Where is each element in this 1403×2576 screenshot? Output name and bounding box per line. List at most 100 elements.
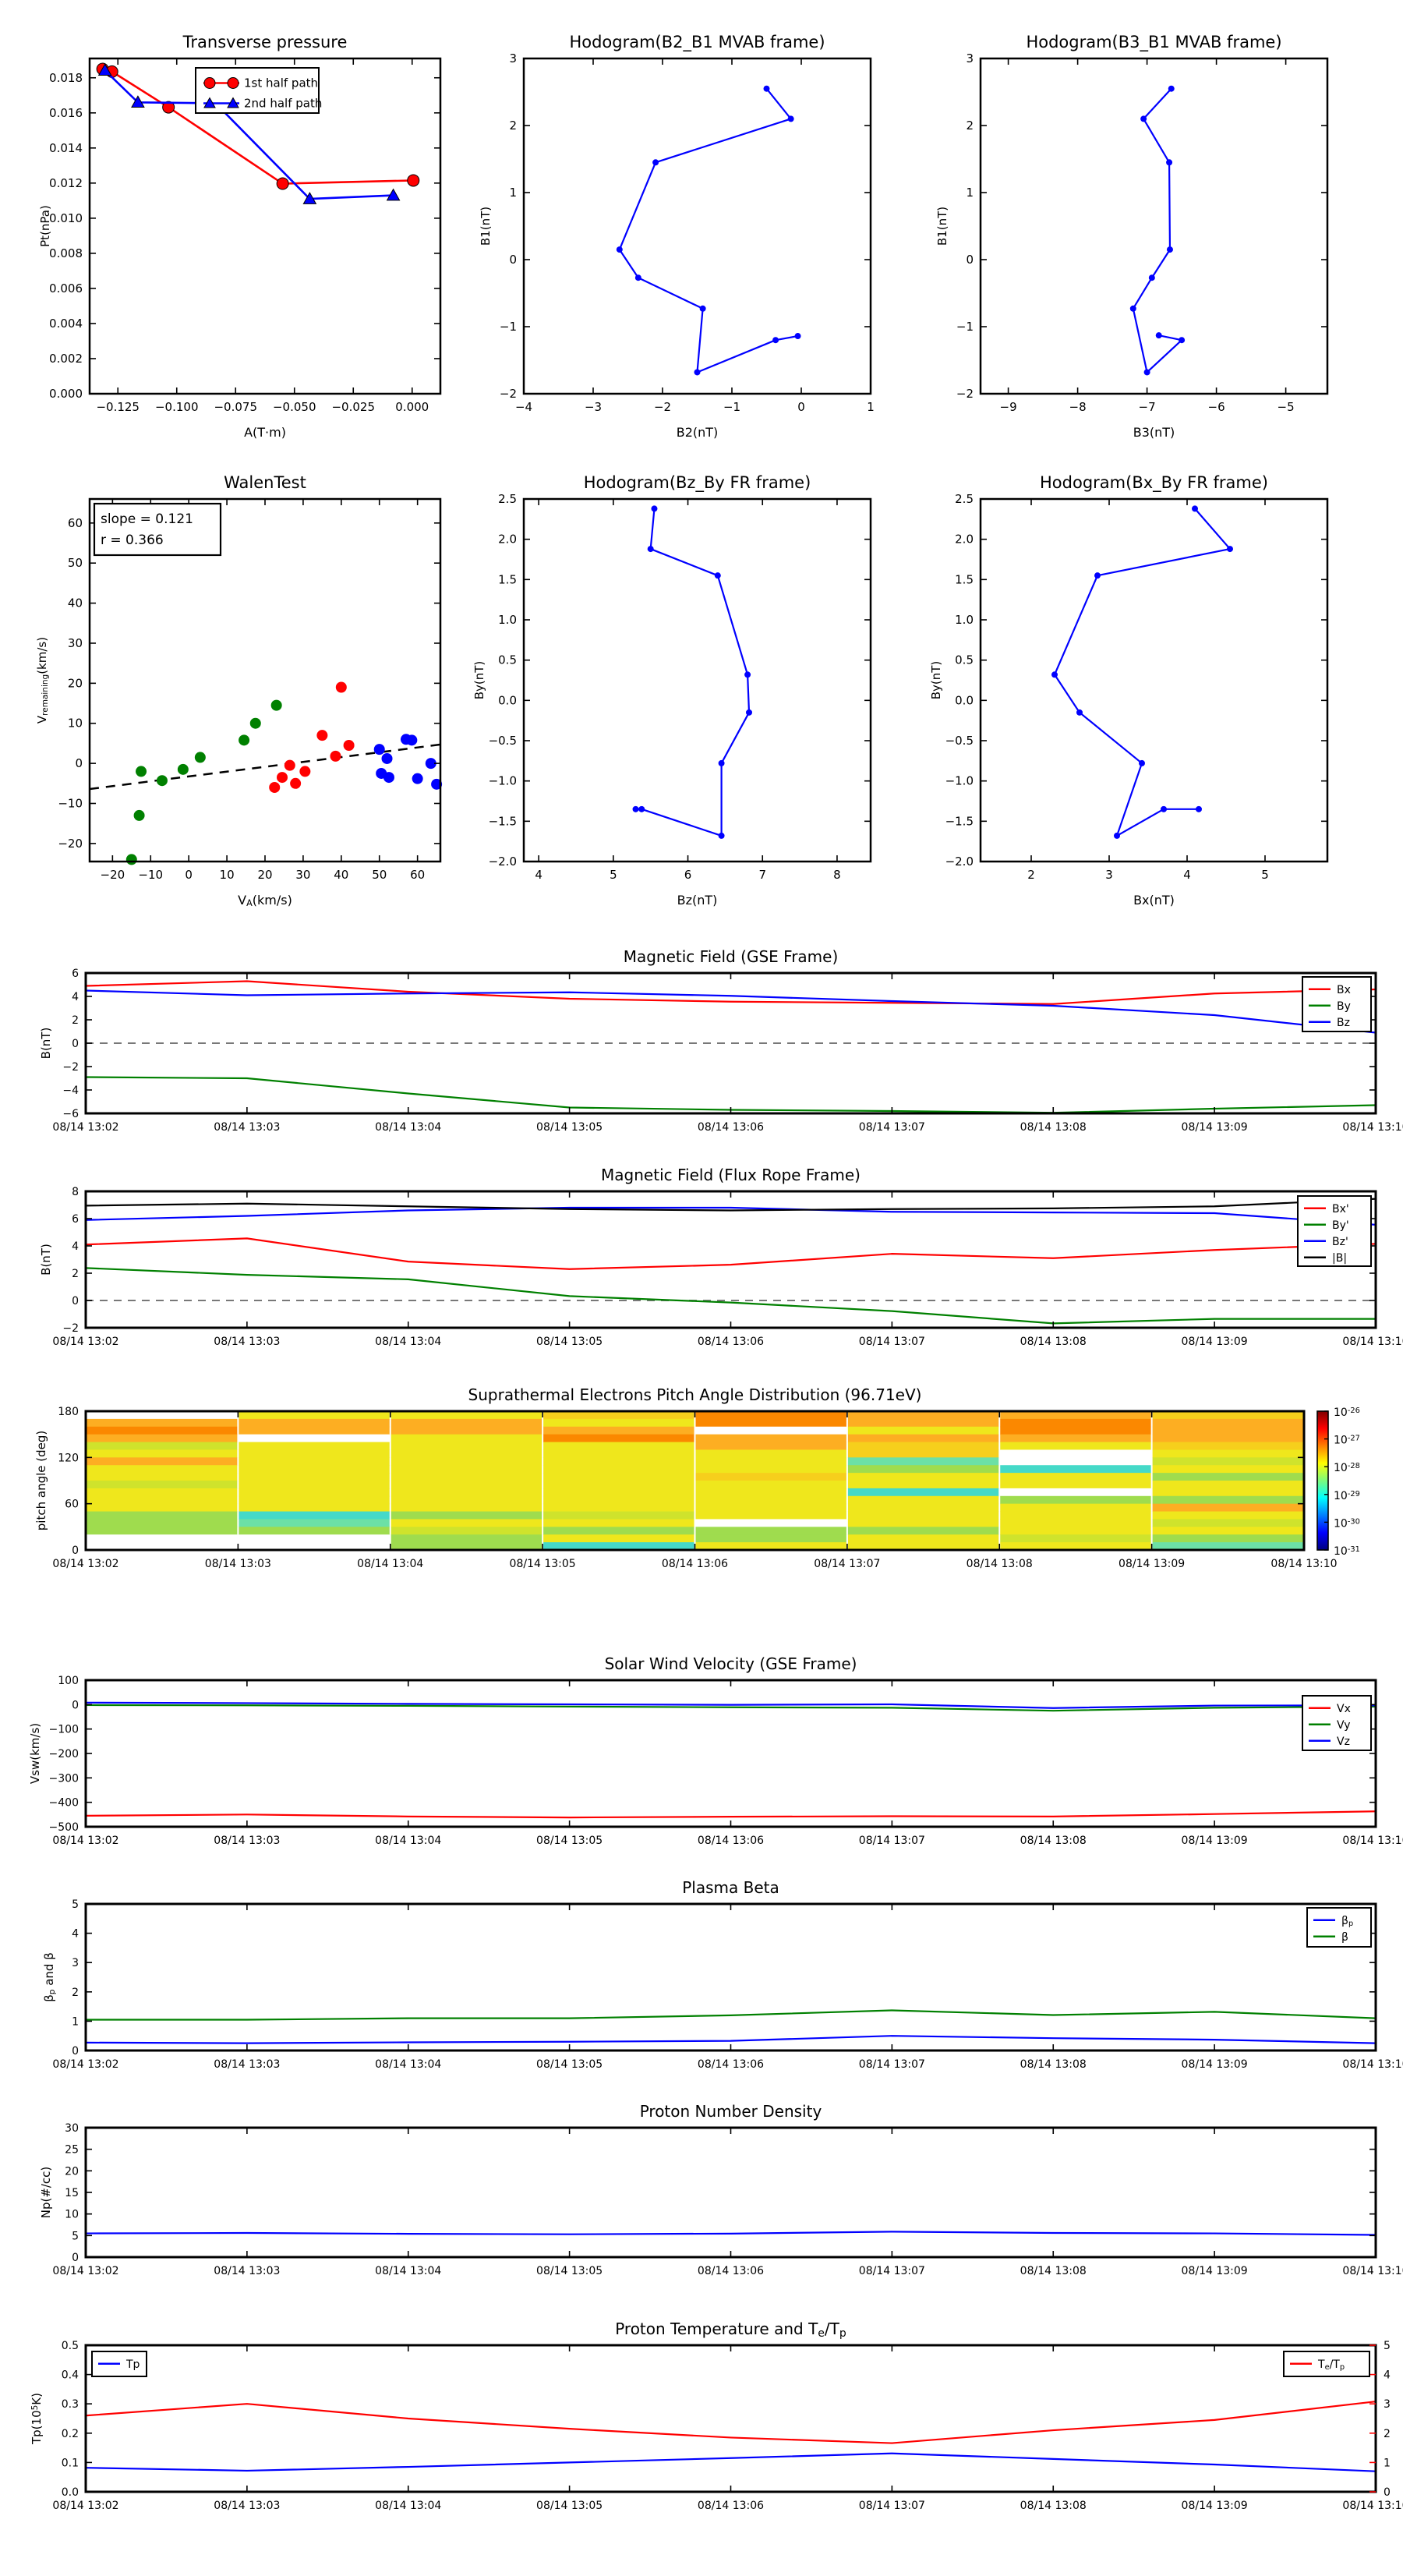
y-axis-label: Np(#/cc) (39, 2167, 53, 2219)
right-y-tick-label: 0 (1384, 2486, 1391, 2499)
dot-marker (383, 772, 394, 784)
y-tick-label: 2 (72, 1268, 79, 1280)
series-second-interval (269, 681, 355, 793)
heatmap-cell (239, 1449, 390, 1458)
heatmap-cell (847, 1418, 999, 1428)
x-tick-label: 2 (1027, 868, 1035, 882)
heatmap-cell (87, 1519, 238, 1527)
x-tick-label: 0.000 (395, 400, 429, 414)
legend-label: |B| (1332, 1252, 1347, 1265)
x-tick-label: −10 (138, 868, 163, 882)
legend-label: By' (1332, 1219, 1349, 1232)
x-tick-label: −2 (654, 400, 671, 414)
ticks (85, 1410, 1305, 1551)
heatmap-cell (1152, 1434, 1303, 1443)
dot-marker (239, 734, 250, 746)
x-axis-label: VA(km/s) (238, 893, 292, 908)
dot-marker (651, 505, 658, 512)
colorbar-label: 10-28 (1334, 1462, 1360, 1474)
colorbar: 10-26 10-27 10-28 10-29 10-30 10-31 (1316, 1407, 1360, 1558)
x-tick-label: 4 (535, 868, 542, 882)
ticks (90, 499, 440, 862)
x-tick-label: 6 (684, 868, 692, 882)
heatmap-cell (1000, 1465, 1151, 1474)
x-tick-label: 08/14 13:10 (1342, 2265, 1403, 2277)
y-tick-label: −1.5 (489, 814, 517, 828)
x-tick-label: 08/14 13:02 (52, 2265, 118, 2277)
dot-marker (714, 572, 721, 579)
heatmap-cell (543, 1449, 694, 1458)
legend-label: Bz (1337, 1017, 1350, 1029)
series-beta_p (85, 2035, 1376, 2044)
heatmap-cell (1152, 1519, 1303, 1527)
heatmap-cell (391, 1473, 542, 1481)
circle-marker (162, 101, 175, 114)
heatmap-cell (847, 1488, 999, 1497)
x-tick-label: 08/14 13:05 (536, 2058, 603, 2071)
y-tick-label: 30 (65, 2122, 79, 2135)
legend-label: βp (1341, 1915, 1353, 1928)
heatmap-cell (543, 1411, 694, 1420)
x-tick-label: 08/14 13:04 (357, 1558, 423, 1570)
annotation-line: r = 0.366 (101, 533, 164, 548)
y-tick-label: 15 (65, 2187, 79, 2199)
axes-frame (979, 57, 1329, 395)
dot-marker (1148, 274, 1155, 281)
heatmap-cell (695, 1488, 846, 1497)
x-tick-label: 08/14 13:04 (375, 1336, 441, 1348)
legend-label: Bx' (1332, 1203, 1349, 1215)
heatmap-cell (239, 1488, 390, 1497)
y-tick-label: 2.0 (498, 533, 517, 547)
axes-frame (84, 1190, 1377, 1329)
triangle-marker (97, 63, 112, 76)
panel-title: Solar Wind Velocity (GSE Frame) (605, 1654, 857, 1673)
y-tick-label: 3 (72, 1957, 79, 1969)
x-tick-label: 08/14 13:10 (1342, 1336, 1403, 1348)
dot-marker (638, 805, 645, 812)
legend-label: Vx (1337, 1703, 1351, 1715)
x-tick-label: −0.050 (273, 400, 316, 414)
y-tick-label: 8 (72, 1186, 79, 1198)
x-tick-label: 08/14 13:09 (1182, 1336, 1248, 1348)
dot-marker (763, 85, 770, 92)
triangle-marker (203, 97, 216, 108)
heatmap-cell (695, 1511, 846, 1520)
y-tick-label: 5 (72, 1898, 79, 1911)
y-tick-label: 2 (509, 119, 517, 133)
x-tick-label: 8 (833, 868, 841, 882)
y-tick-label: −300 (49, 1772, 79, 1785)
x-tick-label: −7 (1139, 400, 1156, 414)
heatmap-cell (847, 1473, 999, 1481)
dot-marker (634, 274, 641, 281)
heatmap-cell (847, 1442, 999, 1450)
heatmap-cell (695, 1542, 846, 1551)
y-tick-label: 0.006 (49, 281, 83, 295)
x-tick-label: 08/14 13:06 (698, 2500, 764, 2512)
x-tick-label: 08/14 13:07 (859, 1835, 925, 1847)
x-tick-label: 08/14 13:03 (214, 1336, 280, 1348)
circle-marker (203, 77, 216, 89)
heatmap-cell (239, 1473, 390, 1481)
heatmap-cell (239, 1503, 390, 1513)
dot-marker (718, 759, 725, 766)
dot-marker (125, 854, 137, 865)
x-tick-label: 60 (410, 868, 425, 882)
right-y-tick-label: 2 (1384, 2428, 1391, 2440)
x-tick-label: 08/14 13:05 (536, 2500, 603, 2512)
heatmap-cell (695, 1457, 846, 1466)
ticks (85, 1191, 1376, 1329)
heatmap-cell (1152, 1473, 1303, 1481)
x-tick-label: 08/14 13:02 (52, 1835, 118, 1847)
x-tick-label: 08/14 13:07 (859, 1336, 925, 1348)
y-tick-label: 0.004 (49, 317, 83, 331)
y-tick-label: 1.5 (498, 572, 517, 586)
y-tick-label: 0.016 (49, 106, 83, 120)
heatmap-cell (239, 1495, 390, 1505)
y-tick-label: 2.5 (498, 492, 517, 506)
x-tick-label: 08/14 13:10 (1342, 2500, 1403, 2512)
y-tick-label: −2 (62, 1322, 79, 1335)
y-tick-label: 1.5 (955, 572, 974, 586)
dot-marker (616, 246, 623, 253)
heatmap-cell (87, 1527, 238, 1535)
series-Vx (85, 1810, 1376, 1819)
